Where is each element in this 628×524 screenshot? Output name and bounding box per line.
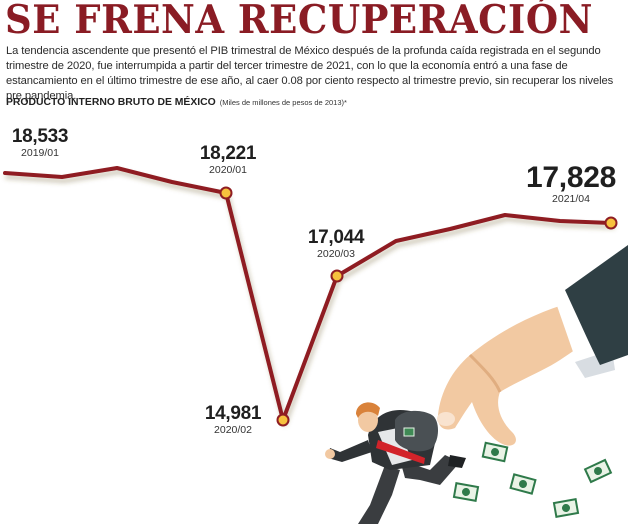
marker-2020-03 [330, 269, 344, 283]
label-period: 2019/01 [21, 147, 59, 159]
chart-unit: (Miles de millones de pesos de 2013)* [219, 98, 347, 107]
label-period: 2020/03 [317, 248, 355, 260]
marker-2020-02 [276, 413, 290, 427]
marker-2021-04 [604, 216, 618, 230]
label-value: 18,533 [11, 126, 69, 147]
label-2020-01: 18,221 2020/01 [194, 144, 262, 177]
label-value: 17,828 [526, 161, 616, 194]
label-period: 2020/02 [214, 424, 252, 436]
money-bills [452, 441, 613, 518]
chart-title: PRODUCTO INTERNO BRUTO DE MÉXICO (Miles d… [6, 97, 347, 108]
page-title: SE FRENA RECUPERACIÓN [5, 0, 593, 43]
gdp-line [3, 166, 613, 422]
label-value: 14,981 [204, 403, 262, 424]
running-man-illustration [325, 402, 466, 524]
chart-title-text: PRODUCTO INTERNO BRUTO DE MÉXICO [6, 97, 216, 108]
label-period: 2020/01 [209, 164, 247, 176]
label-2020-03: 17,044 2020/03 [302, 228, 370, 261]
label-period: 2021/04 [552, 193, 590, 205]
label-2020-02: 14,981 2020/02 [200, 404, 266, 437]
marker-2020-01 [219, 186, 233, 200]
hand-illustration [437, 245, 628, 446]
label-2019-01: 18,533 2019/01 [6, 127, 74, 160]
lead-paragraph: La tendencia ascendente que presentó el … [6, 45, 614, 102]
label-value: 18,221 [199, 143, 257, 164]
label-2021-04: 17,828 2021/04 [524, 163, 618, 206]
label-value: 17,044 [307, 227, 365, 248]
